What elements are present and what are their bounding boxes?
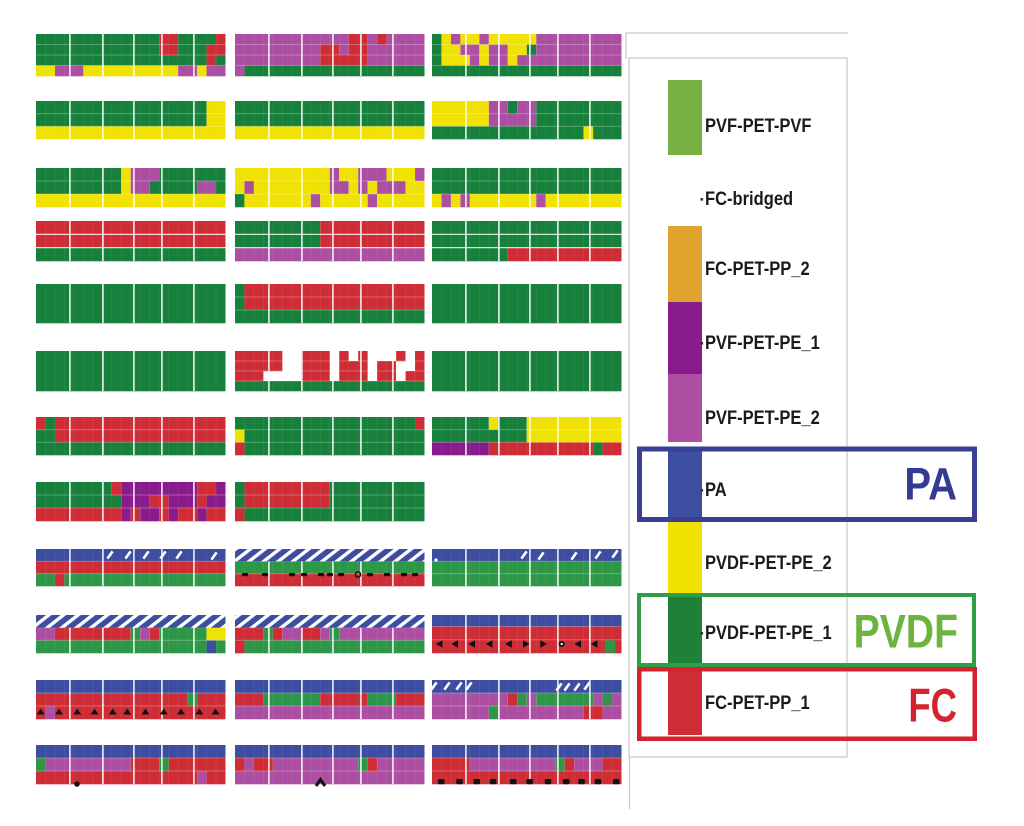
svg-text:PVDF-PET-PE_1: PVDF-PET-PE_1 — [705, 622, 832, 643]
svg-text:PVDF: PVDF — [854, 606, 958, 658]
svg-text:PVF-PET-PVF: PVF-PET-PVF — [705, 115, 812, 136]
svg-text:PVDF-PET-PE_2: PVDF-PET-PE_2 — [705, 552, 832, 573]
svg-text:FC: FC — [908, 679, 957, 732]
svg-text:FC-PET-PP_1: FC-PET-PP_1 — [705, 692, 810, 713]
svg-text:PVF-PET-PE_2: PVF-PET-PE_2 — [705, 407, 820, 428]
svg-text:PVF-PET-PE_1: PVF-PET-PE_1 — [705, 332, 820, 353]
svg-text:FC-bridged: FC-bridged — [705, 188, 793, 209]
svg-text:FC-PET-PP_2: FC-PET-PP_2 — [705, 258, 810, 279]
svg-text:PA: PA — [904, 459, 957, 510]
svg-text:PA: PA — [705, 479, 727, 500]
